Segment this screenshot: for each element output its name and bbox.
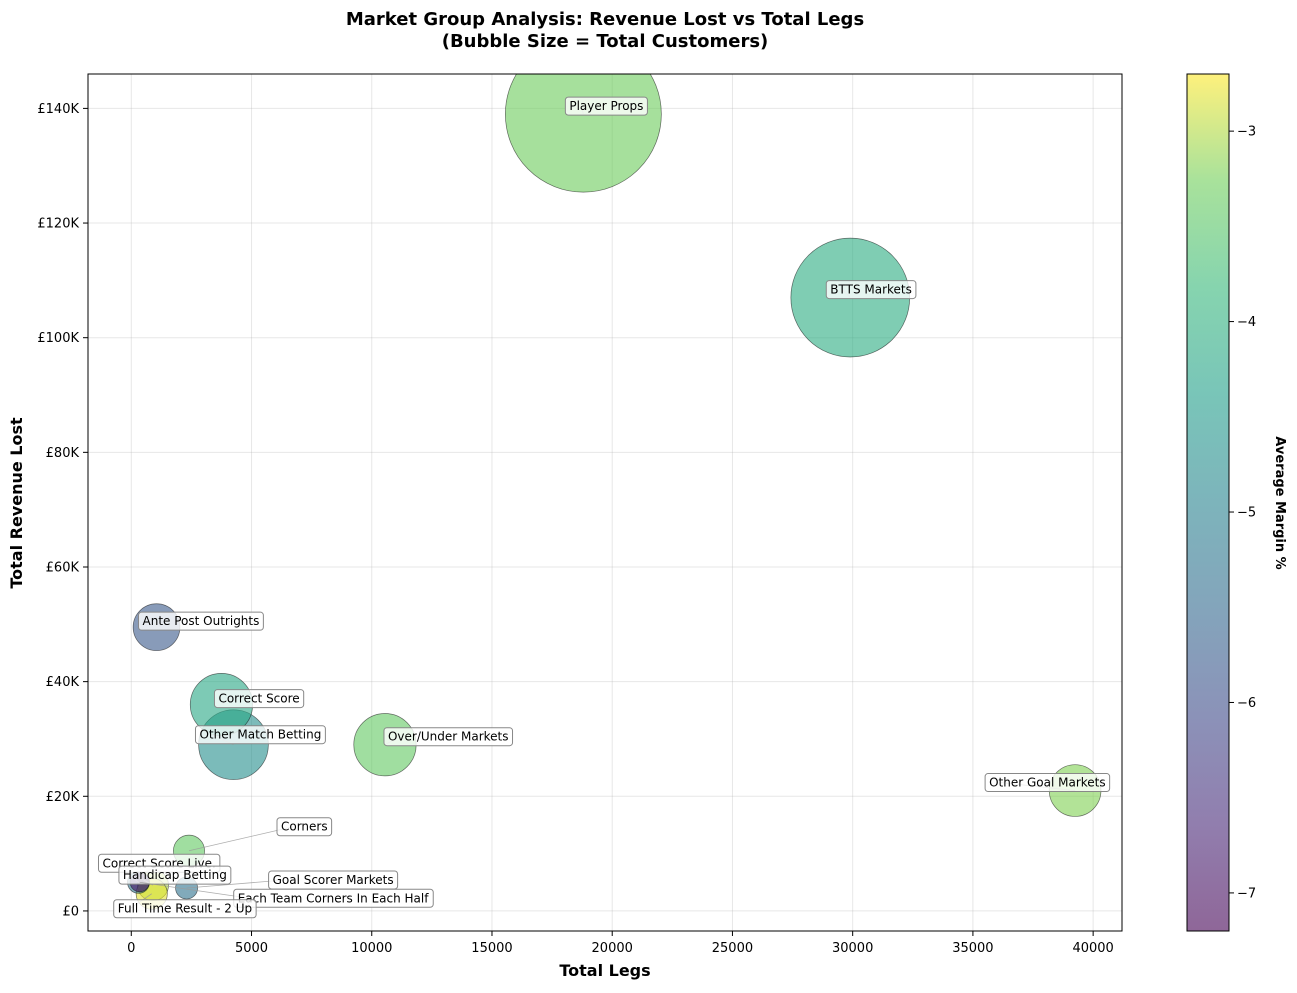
annotations: Player Props BTTS Markets Ante Post Outrig… [97,96,1111,919]
annotation-box [383,727,514,747]
bubbles [127,74,1102,910]
y-tick-label: £100K [37,331,79,346]
annotation-box [113,899,257,919]
bubble-label: Corners [281,820,328,834]
grid [88,74,1122,931]
bubble-label: Over/Under Markets [388,730,509,744]
annotation-box [118,865,232,885]
y-tick-label: £80K [46,446,80,461]
bubble-label: Handicap Betting [123,868,227,882]
annotation-box [984,773,1111,793]
x-tick-label: 30000 [832,941,873,956]
y-axis-ticks: £0 £20K £40K £60K £80K £100K £120K £140K [37,102,88,919]
x-axis-label: Total Legs [559,961,650,980]
bubble-label: Player Props [569,99,643,113]
x-axis-ticks: 0 5000 10000 15000 20000 25000 30000 35000 40000 [127,931,1114,956]
y-tick-label: £20K [46,790,80,805]
annotation-leader [139,881,250,899]
annotation-box [276,817,333,837]
colorbar-tick-label: −7 [1237,886,1256,901]
y-tick-label: £0 [62,904,79,919]
bubble-label: Full Time Result - 2 Up [118,902,252,916]
bubble-label: BTTS Markets [830,283,912,297]
bubble-label: Correct Score [218,692,299,706]
bubble-label: Ante Post Outrights [143,614,260,628]
y-axis-label: Total Revenue Lost [7,417,26,589]
bubble-label: Other Match Betting [199,728,321,742]
annotation-box [233,888,434,908]
colorbar-tick-label: −3 [1237,125,1256,140]
bubble-label: Goal Scorer Markets [273,873,394,887]
x-tick-label: 40000 [1072,941,1113,956]
x-tick-label: 20000 [592,941,633,956]
colorbar-tick-label: −6 [1237,696,1256,711]
y-tick-label: £140K [37,102,79,117]
colorbar-frame [1186,73,1230,932]
colorbar-label: Average Margin % [1272,436,1287,569]
colorbar [1187,74,1229,931]
colorbar-tick-label: −5 [1237,506,1256,521]
x-tick-label: 5000 [235,941,268,956]
chart-title: Market Group Analysis: Revenue Lost vs T… [346,9,864,30]
bubble-label: Each Team Corners In Each Half [238,891,430,905]
x-tick-label: 10000 [351,941,392,956]
chart-subtitle: (Bubble Size = Total Customers) [442,31,769,52]
x-tick-label: 25000 [712,941,753,956]
annotation-box [194,725,326,745]
annotation-box [825,280,917,300]
colorbar-ticks: −7 −6 −5 −4 −3 [1229,125,1256,901]
y-tick-label: £60K [46,560,80,575]
x-tick-label: 35000 [952,941,993,956]
plot-frame [87,73,1123,932]
annotation-leader [188,826,294,852]
annotation-box [564,96,648,116]
x-tick-label: 15000 [471,941,512,956]
colorbar-tick-label: −4 [1237,315,1256,330]
y-tick-label: £40K [46,675,80,690]
bubble-label: Other Goal Markets [989,776,1106,790]
y-tick-label: £120K [37,217,79,232]
annotation-box [138,611,264,631]
annotation-box [213,689,305,709]
x-tick-label: 0 [127,941,135,956]
